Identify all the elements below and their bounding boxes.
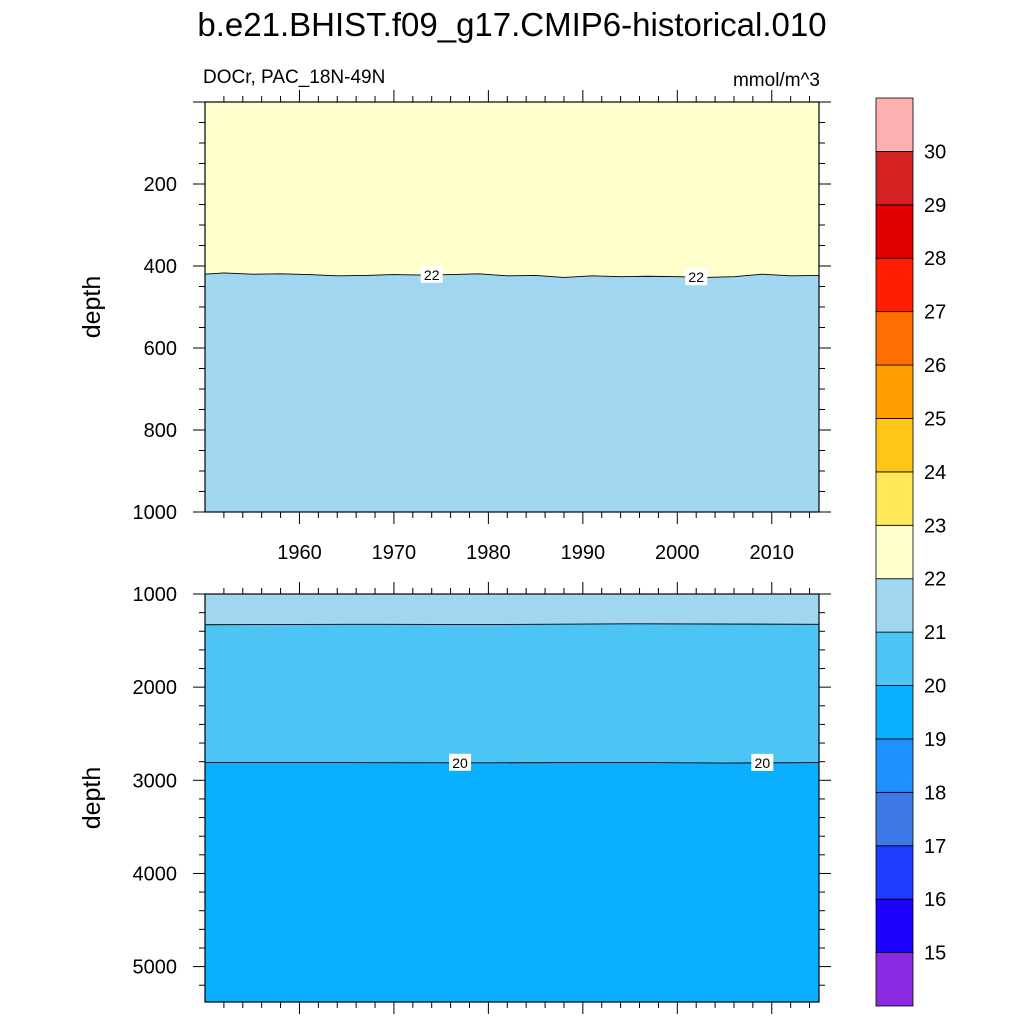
colorbar-label: 18 <box>924 782 946 804</box>
x-tick-label: 1990 <box>561 542 606 564</box>
colorbar-box <box>875 311 914 366</box>
filled-region-20-21 <box>205 623 819 764</box>
x-tick-label: 1960 <box>277 542 322 564</box>
colorbar-box <box>875 791 914 847</box>
colorbar-label: 16 <box>924 889 946 911</box>
colorbar-label: 26 <box>924 355 946 377</box>
colorbar-label: 20 <box>924 676 946 698</box>
colorbar-label: 29 <box>924 195 946 217</box>
chart-title: b.e21.BHIST.f09_g17.CMIP6-historical.010 <box>197 6 826 43</box>
colorbar-label: 15 <box>924 943 946 965</box>
y-tick-label: 800 <box>144 420 177 442</box>
y-tick-label: 4000 <box>133 863 178 885</box>
contour-label-bg <box>685 268 708 286</box>
contour-label: 22 <box>424 267 440 283</box>
upper-panel: 22 22 200 400 600 800 1000 1960 1970 1980 1990 2000… <box>78 90 831 564</box>
x-tick-label: 2010 <box>750 542 795 564</box>
units-label: mmol/m^3 <box>733 70 820 91</box>
y-tick-label: 1000 <box>133 502 178 524</box>
colorbar-box <box>875 471 914 526</box>
contour-label: 20 <box>452 755 468 771</box>
colorbar-box <box>875 204 914 259</box>
x-tick-label: 2000 <box>655 542 700 564</box>
colorbar-box <box>875 738 914 793</box>
y-tick-label: 600 <box>144 338 177 360</box>
x-tick-label: 1970 <box>372 542 417 564</box>
colorbar-box <box>875 524 914 580</box>
colorbar-box <box>875 631 914 686</box>
colorbar-label: 30 <box>924 141 946 163</box>
colorbar-box <box>875 952 914 1007</box>
y-tick-label: 200 <box>144 174 177 196</box>
colorbar-label: 19 <box>924 729 946 751</box>
contour-label-bg <box>751 753 774 771</box>
contour-label-bg <box>420 265 443 283</box>
y-tick-label: 3000 <box>133 770 178 792</box>
filled-region-21-22 <box>205 272 819 512</box>
x-tick-label: 1980 <box>466 542 511 564</box>
contour-label: 22 <box>688 269 704 285</box>
colorbar-label: 28 <box>924 248 946 270</box>
colorbar-box <box>875 151 914 206</box>
variable-region-label: DOCr, PAC_18N-49N <box>203 67 385 88</box>
colorbar-box <box>875 364 914 419</box>
y-axis-label: depth <box>78 767 106 830</box>
contour-line-22 <box>204 272 820 278</box>
contour-label-bg <box>449 753 472 771</box>
colorbar-box <box>875 898 914 953</box>
y-tick-label: 2000 <box>133 677 178 699</box>
filled-region-21-22 <box>205 594 819 625</box>
colorbar: 15 16 17 18 19 20 21 22 23 24 25 26 27 28 29 30 <box>875 97 946 1007</box>
colorbar-box <box>875 578 914 633</box>
lower-panel: 20 20 1000 2000 3000 4000 5000 depth <box>78 582 831 1014</box>
contour-line-20 <box>205 761 820 764</box>
colorbar-box <box>875 418 914 473</box>
plot-frame <box>204 593 820 1003</box>
colorbar-box <box>875 845 914 900</box>
colorbar-label: 27 <box>924 302 946 324</box>
colorbar-box <box>875 685 914 740</box>
colorbar-box <box>875 257 914 313</box>
filled-region-19-20 <box>205 762 819 1002</box>
colorbar-label: 24 <box>924 462 946 484</box>
y-tick-label: 1000 <box>133 584 178 606</box>
contour-label: 20 <box>755 755 771 771</box>
filled-region-22-23 <box>205 102 819 278</box>
colorbar-label: 23 <box>924 515 946 537</box>
y-tick-label: 5000 <box>133 957 178 979</box>
colorbar-label: 21 <box>924 622 946 644</box>
colorbar-box <box>875 97 914 152</box>
contour-line-21 <box>204 623 820 626</box>
y-axis-label: depth <box>78 276 106 339</box>
y-tick-label: 400 <box>144 256 177 278</box>
colorbar-label: 25 <box>924 408 946 430</box>
colorbar-label: 17 <box>924 836 946 858</box>
colorbar-label: 22 <box>924 569 946 591</box>
